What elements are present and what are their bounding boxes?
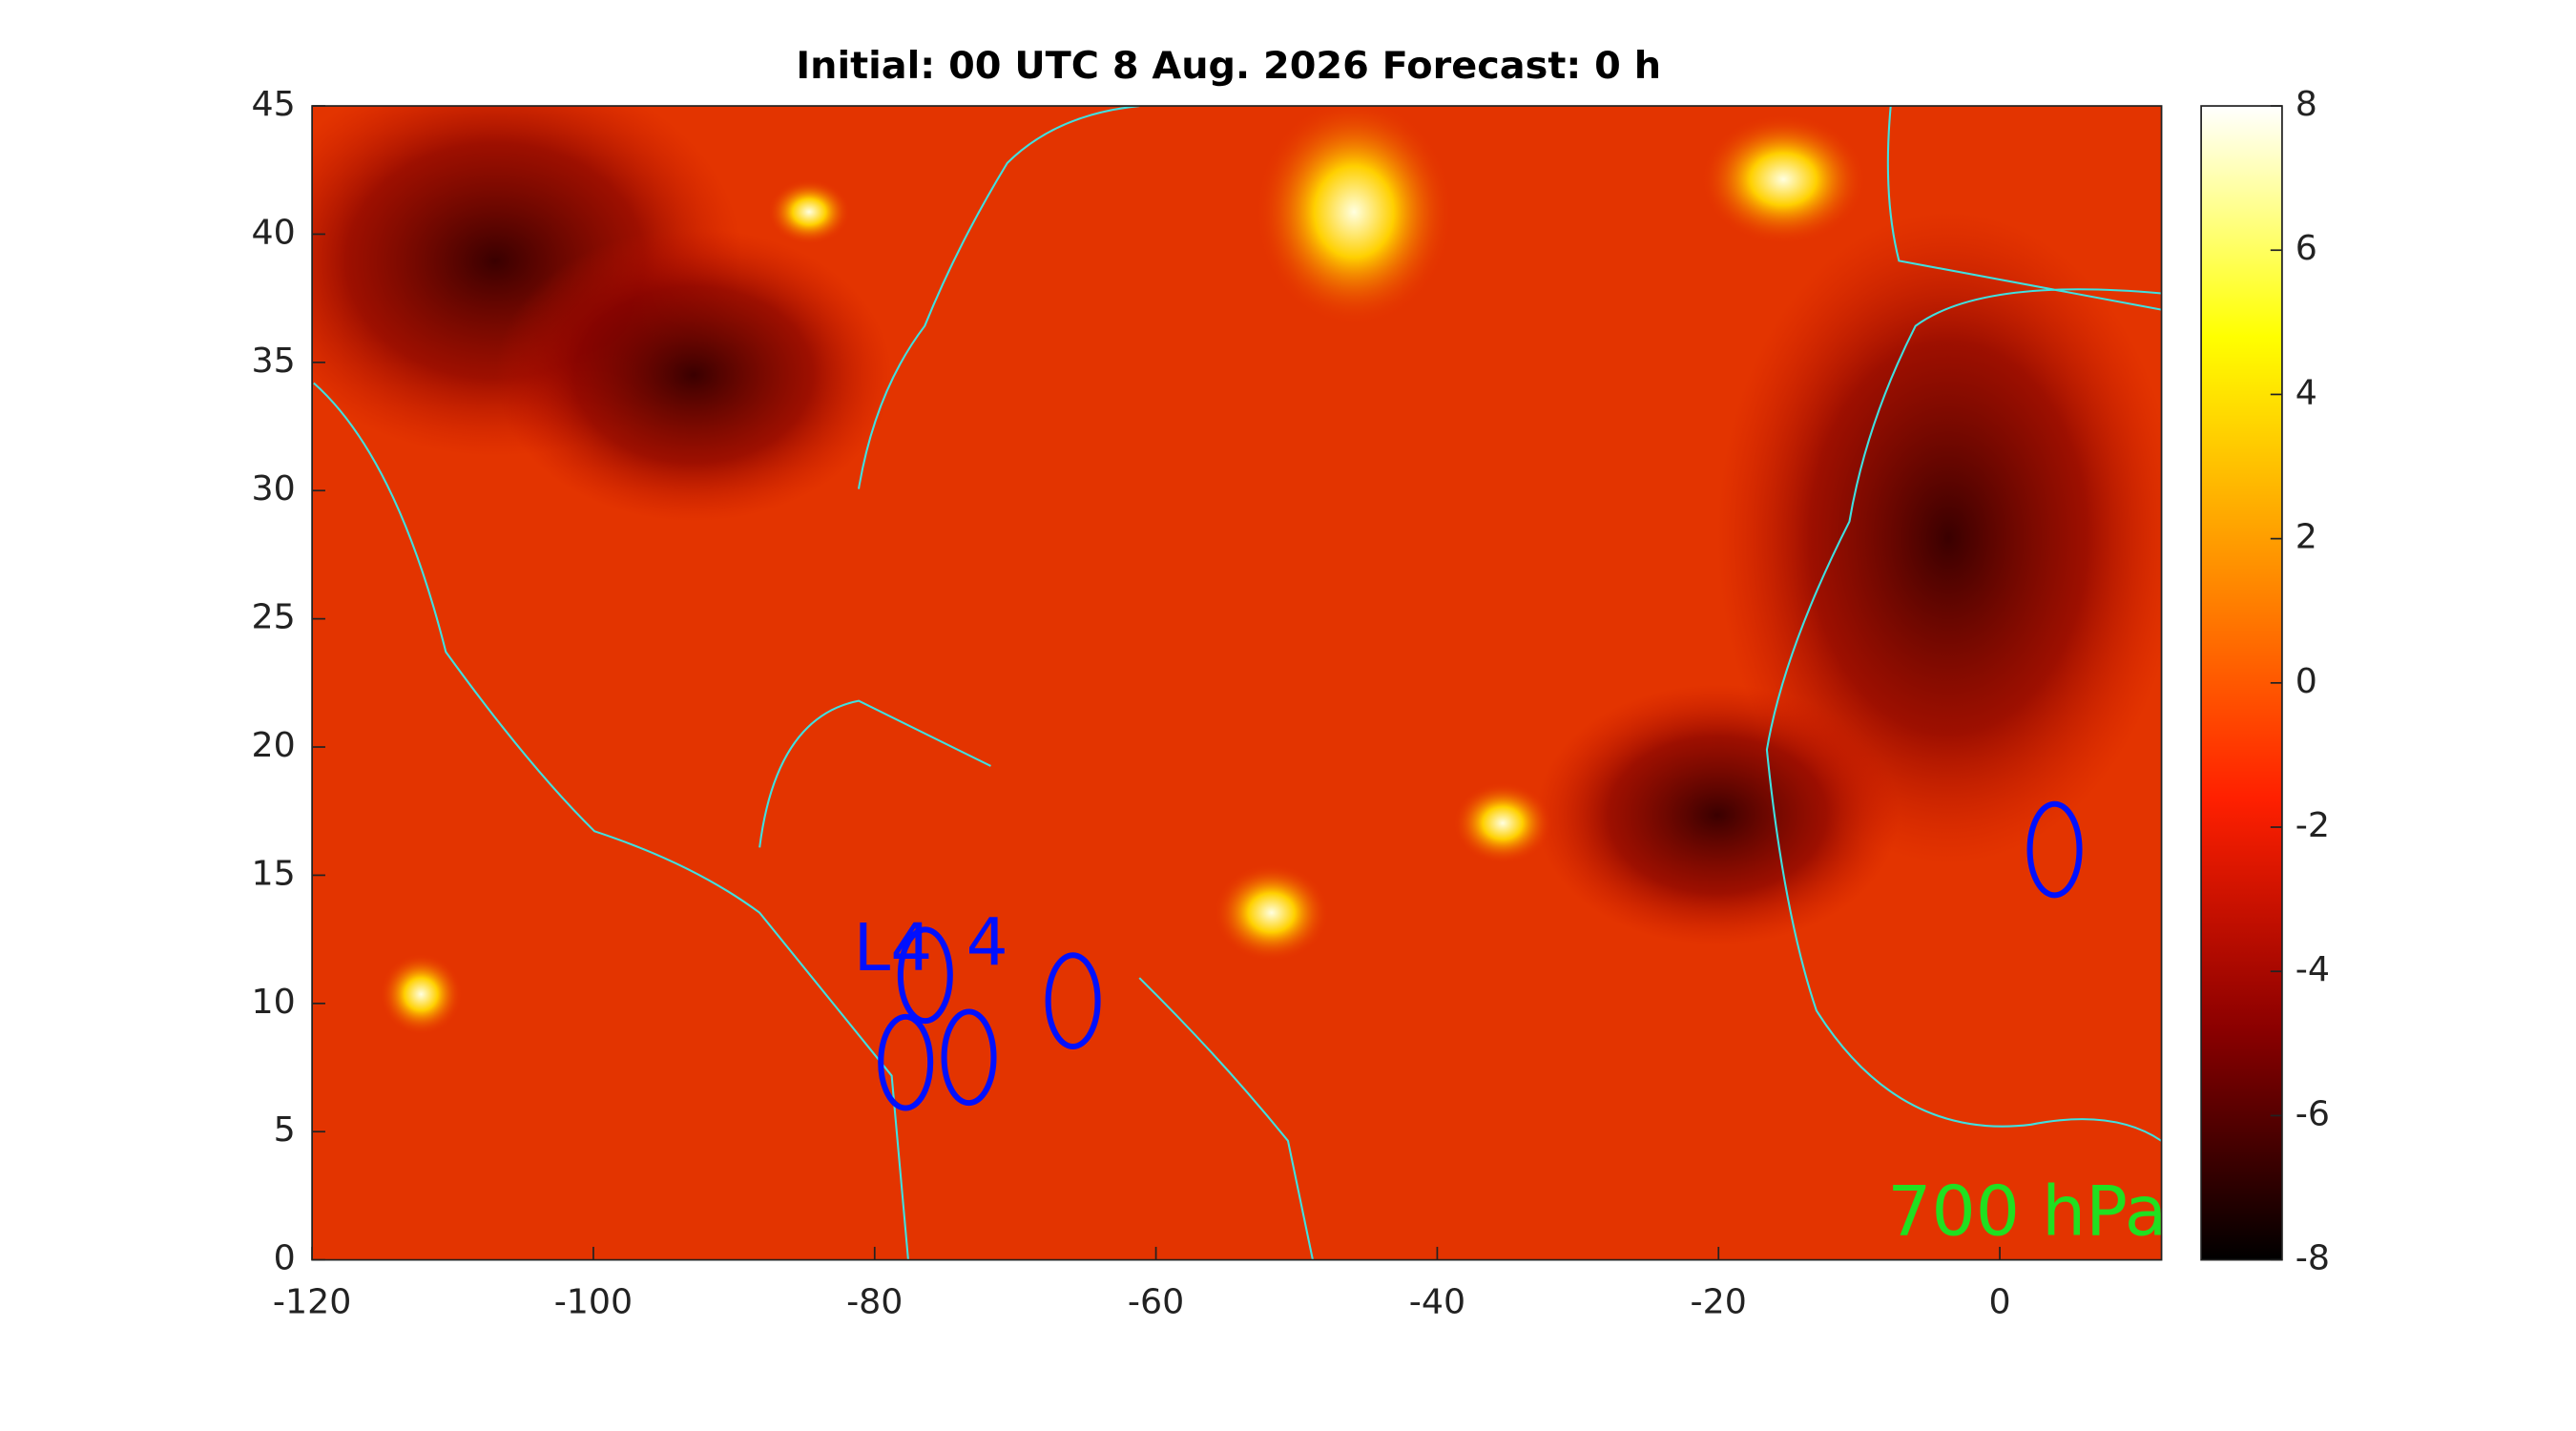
plot-frame xyxy=(311,105,2163,1261)
x-tick-label: -20 xyxy=(1691,1281,1747,1322)
y-tick-label: 45 xyxy=(252,83,296,124)
marker-ellipse xyxy=(897,926,953,1025)
x-tick-label: -100 xyxy=(554,1281,633,1322)
x-tick-label: -120 xyxy=(273,1281,351,1322)
level-label: 700 hPa xyxy=(1887,1172,2167,1252)
colorbar xyxy=(2200,105,2283,1261)
y-tick-label: 20 xyxy=(252,724,296,765)
field xyxy=(312,106,2162,1260)
y-tick-label: 5 xyxy=(274,1109,296,1150)
y-tick-label: 15 xyxy=(252,853,296,894)
chart-title: Initial: 00 UTC 8 Aug. 2026 Forecast: 0 … xyxy=(796,44,1661,88)
colorbar-tick-label: 6 xyxy=(2296,227,2317,268)
colorbar-tick-label: -2 xyxy=(2296,804,2330,845)
y-tick-label: 0 xyxy=(274,1237,296,1278)
colorbar-tick-label: -6 xyxy=(2296,1093,2330,1134)
y-tick-label: 40 xyxy=(252,212,296,253)
x-tick-label: 0 xyxy=(1988,1281,2010,1322)
colorbar-tick-label: 0 xyxy=(2296,660,2317,701)
x-tick-label: -80 xyxy=(846,1281,903,1322)
colorbar-tick-label: -8 xyxy=(2296,1237,2330,1278)
colorbar-tick-label: 2 xyxy=(2296,516,2317,557)
y-tick-label: 25 xyxy=(252,596,296,637)
y-tick-label: 10 xyxy=(252,981,296,1022)
marker-ellipse xyxy=(941,1008,997,1107)
colorbar-tick-label: 8 xyxy=(2296,83,2317,124)
x-tick-label: -40 xyxy=(1409,1281,1465,1322)
marker-ellipse xyxy=(878,1013,934,1111)
y-tick-label: 35 xyxy=(252,340,296,381)
annotation: L4 xyxy=(854,910,933,985)
colorbar-tick-label: -4 xyxy=(2296,948,2330,989)
marker-ellipse xyxy=(2026,800,2083,899)
annotation: 4 xyxy=(966,905,1008,981)
x-tick-label: -60 xyxy=(1128,1281,1184,1322)
marker-ellipse xyxy=(1045,952,1101,1049)
colorbar-tick-label: 4 xyxy=(2296,372,2317,413)
y-tick-label: 30 xyxy=(252,467,296,508)
